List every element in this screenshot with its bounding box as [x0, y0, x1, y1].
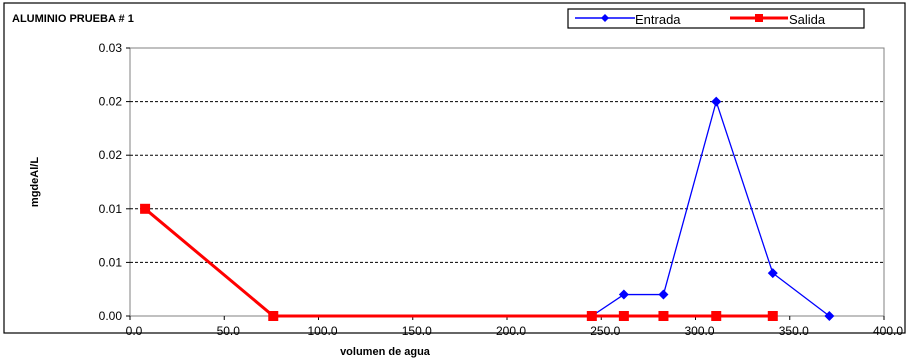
data-point-entrada — [658, 289, 669, 300]
y-tick-label: 0.03 — [99, 41, 123, 55]
data-point-salida — [711, 311, 722, 321]
x-tick-label: 300.0 — [684, 324, 714, 338]
y-tick-label: 0.01 — [99, 255, 123, 269]
legend-item-salida: Salida — [730, 12, 826, 27]
legend-marker-salida — [755, 14, 763, 22]
x-tick-label: 150.0 — [402, 324, 432, 338]
data-point-entrada — [618, 289, 629, 300]
series-layer — [140, 96, 835, 321]
data-point-entrada — [824, 311, 835, 321]
x-tick-label: 250.0 — [590, 324, 620, 338]
y-tick-label: 0.02 — [99, 95, 123, 109]
series-salida — [140, 203, 778, 321]
data-point-salida — [268, 311, 279, 321]
x-tick-label: 400.0 — [873, 324, 903, 338]
legend-marker-entrada — [601, 14, 609, 22]
y-axis-ticks: 0.00 0.01 0.01 0.02 0.02 0.03 — [99, 41, 130, 323]
y-tick-label: 0.01 — [99, 202, 123, 216]
x-axis-label: volumen de agua — [340, 346, 431, 358]
x-axis-ticks: 0.0 50.0 100.0 150.0 200.0 250.0 300.0 350.0 400… — [126, 316, 903, 338]
y-tick-label: 0.02 — [99, 148, 123, 162]
data-point-salida — [618, 311, 629, 321]
x-tick-label: 200.0 — [496, 324, 526, 338]
data-point-salida — [586, 311, 597, 321]
gridlines — [130, 101, 884, 263]
legend-item-entrada: Entrada — [575, 12, 681, 27]
x-tick-label: 0.0 — [126, 324, 143, 338]
y-tick-label: 0.00 — [99, 309, 123, 323]
data-point-salida — [767, 311, 778, 321]
data-point-salida — [658, 311, 669, 321]
chart-title: ALUMINIO PRUEBA # 1 — [12, 13, 134, 25]
y-axis-label: mgdeAl/L — [29, 157, 41, 207]
x-tick-label: 350.0 — [779, 324, 809, 338]
legend: Entrada Salida — [567, 8, 865, 29]
legend-box — [567, 8, 865, 29]
data-point-entrada — [767, 268, 778, 279]
data-point-salida — [140, 203, 151, 214]
plot-area — [129, 47, 885, 317]
x-tick-label: 100.0 — [307, 324, 337, 338]
data-point-entrada — [711, 96, 722, 107]
legend-label-salida: Salida — [789, 12, 826, 27]
series-line-entrada — [591, 99, 830, 317]
legend-label-entrada: Entrada — [635, 12, 681, 27]
x-tick-label: 50.0 — [217, 324, 241, 338]
